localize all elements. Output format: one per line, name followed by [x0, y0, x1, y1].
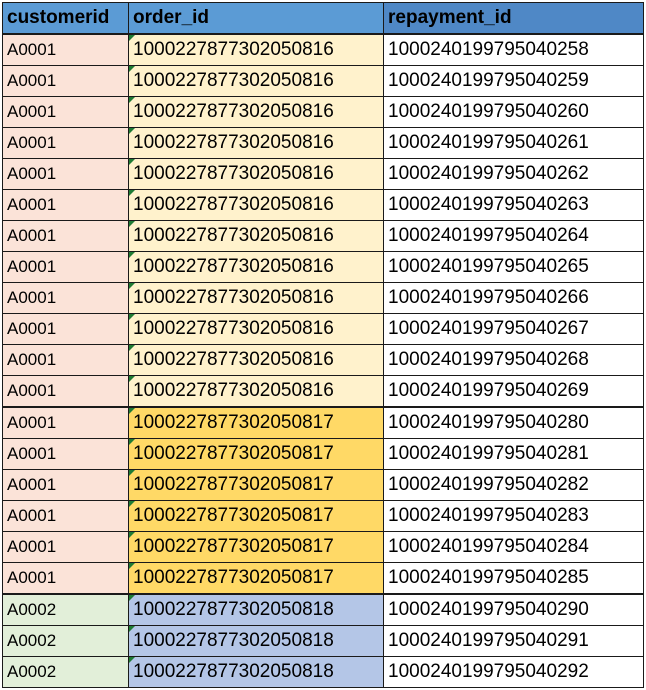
table-body: A0001 1000227877302050816 1000240199795040… [2, 33, 644, 688]
cell-repayment-id[interactable]: 1000240199795040265 [383, 251, 644, 283]
cell-order-id[interactable]: 1000227877302050816 [128, 375, 384, 408]
table-row: A0001 1000227877302050816 1000240199795040… [2, 127, 644, 159]
table-row: A0001 1000227877302050817 1000240199795040… [2, 500, 644, 532]
cell-order-id[interactable]: 1000227877302050816 [128, 282, 384, 314]
cell-order-id[interactable]: 1000227877302050818 [128, 593, 384, 626]
cell-repayment-id[interactable]: 1000240199795040259 [383, 65, 644, 97]
cell-customerid[interactable]: A0001 [2, 158, 129, 190]
header-repayment-id[interactable]: repayment_id [383, 2, 644, 35]
header-order-id[interactable]: order_id [128, 2, 384, 35]
cell-order-id[interactable]: 1000227877302050816 [128, 220, 384, 252]
cell-repayment-id[interactable]: 1000240199795040267 [383, 313, 644, 345]
cell-order-id[interactable]: 1000227877302050818 [128, 625, 384, 657]
cell-order-id[interactable]: 1000227877302050818 [128, 656, 384, 688]
cell-customerid[interactable]: A0001 [2, 282, 129, 314]
cell-customerid[interactable]: A0001 [2, 220, 129, 252]
cell-repayment-id[interactable]: 1000240199795040291 [383, 625, 644, 657]
cell-customerid[interactable]: A0001 [2, 344, 129, 376]
cell-repayment-id[interactable]: 1000240199795040269 [383, 375, 644, 408]
cell-repayment-id[interactable]: 1000240199795040266 [383, 282, 644, 314]
cell-order-id[interactable]: 1000227877302050816 [128, 189, 384, 221]
cell-repayment-id[interactable]: 1000240199795040281 [383, 438, 644, 470]
cell-customerid[interactable]: A0001 [2, 189, 129, 221]
cell-repayment-id[interactable]: 1000240199795040280 [383, 406, 644, 439]
table-row: A0001 1000227877302050816 1000240199795040… [2, 313, 644, 345]
cell-customerid[interactable]: A0001 [2, 406, 129, 439]
table-row: A0001 1000227877302050817 1000240199795040… [2, 438, 644, 470]
header-customerid[interactable]: customerid [2, 2, 129, 35]
cell-customerid[interactable]: A0001 [2, 33, 129, 66]
cell-customerid[interactable]: A0001 [2, 313, 129, 345]
table-row: A0001 1000227877302050816 1000240199795040… [2, 96, 644, 128]
cell-order-id[interactable]: 1000227877302050816 [128, 251, 384, 283]
cell-order-id[interactable]: 1000227877302050816 [128, 344, 384, 376]
cell-customerid[interactable]: A0001 [2, 65, 129, 97]
cell-repayment-id[interactable]: 1000240199795040268 [383, 344, 644, 376]
cell-repayment-id[interactable]: 1000240199795040283 [383, 500, 644, 532]
cell-order-id[interactable]: 1000227877302050817 [128, 406, 384, 439]
table-row: A0001 1000227877302050816 1000240199795040… [2, 189, 644, 221]
cell-order-id[interactable]: 1000227877302050817 [128, 531, 384, 563]
table-row: A0001 1000227877302050817 1000240199795040… [2, 562, 644, 595]
cell-customerid[interactable]: A0001 [2, 251, 129, 283]
cell-repayment-id[interactable]: 1000240199795040263 [383, 189, 644, 221]
table-row: A0001 1000227877302050817 1000240199795040… [2, 531, 644, 563]
cell-order-id[interactable]: 1000227877302050817 [128, 500, 384, 532]
cell-customerid[interactable]: A0001 [2, 500, 129, 532]
cell-order-id[interactable]: 1000227877302050816 [128, 158, 384, 190]
cell-customerid[interactable]: A0002 [2, 593, 129, 626]
cell-repayment-id[interactable]: 1000240199795040264 [383, 220, 644, 252]
cell-repayment-id[interactable]: 1000240199795040262 [383, 158, 644, 190]
cell-order-id[interactable]: 1000227877302050817 [128, 438, 384, 470]
table-row: A0001 1000227877302050816 1000240199795040… [2, 251, 644, 283]
cell-order-id[interactable]: 1000227877302050817 [128, 562, 384, 595]
cell-customerid[interactable]: A0002 [2, 656, 129, 688]
cell-repayment-id[interactable]: 1000240199795040290 [383, 593, 644, 626]
cell-repayment-id[interactable]: 1000240199795040284 [383, 531, 644, 563]
table-row: A0002 1000227877302050818 1000240199795040… [2, 625, 644, 657]
table-row: A0001 1000227877302050816 1000240199795040… [2, 158, 644, 190]
table-row: A0001 1000227877302050816 1000240199795040… [2, 220, 644, 252]
cell-customerid[interactable]: A0001 [2, 531, 129, 563]
table-row: A0001 1000227877302050816 1000240199795040… [2, 33, 644, 66]
table-row: A0001 1000227877302050816 1000240199795040… [2, 282, 644, 314]
header-row: customerid order_id repayment_id [2, 2, 644, 35]
cell-repayment-id[interactable]: 1000240199795040285 [383, 562, 644, 595]
table-row: A0001 1000227877302050816 1000240199795040… [2, 375, 644, 408]
cell-repayment-id[interactable]: 1000240199795040258 [383, 33, 644, 66]
cell-repayment-id[interactable]: 1000240199795040261 [383, 127, 644, 159]
table-row: A0001 1000227877302050817 1000240199795040… [2, 406, 644, 439]
cell-customerid[interactable]: A0001 [2, 127, 129, 159]
cell-order-id[interactable]: 1000227877302050816 [128, 65, 384, 97]
cell-customerid[interactable]: A0001 [2, 438, 129, 470]
cell-repayment-id[interactable]: 1000240199795040260 [383, 96, 644, 128]
cell-order-id[interactable]: 1000227877302050816 [128, 127, 384, 159]
table-row: A0001 1000227877302050816 1000240199795040… [2, 344, 644, 376]
cell-customerid[interactable]: A0001 [2, 375, 129, 408]
cell-customerid[interactable]: A0002 [2, 625, 129, 657]
table-row: A0002 1000227877302050818 1000240199795040… [2, 593, 644, 626]
cell-order-id[interactable]: 1000227877302050816 [128, 33, 384, 66]
cell-customerid[interactable]: A0001 [2, 469, 129, 501]
cell-customerid[interactable]: A0001 [2, 562, 129, 595]
cell-repayment-id[interactable]: 1000240199795040282 [383, 469, 644, 501]
cell-customerid[interactable]: A0001 [2, 96, 129, 128]
cell-order-id[interactable]: 1000227877302050817 [128, 469, 384, 501]
cell-order-id[interactable]: 1000227877302050816 [128, 313, 384, 345]
table-row: A0001 1000227877302050816 1000240199795040… [2, 65, 644, 97]
table-row: A0002 1000227877302050818 1000240199795040… [2, 656, 644, 688]
cell-repayment-id[interactable]: 1000240199795040292 [383, 656, 644, 688]
table-row: A0001 1000227877302050817 1000240199795040… [2, 469, 644, 501]
cell-order-id[interactable]: 1000227877302050816 [128, 96, 384, 128]
